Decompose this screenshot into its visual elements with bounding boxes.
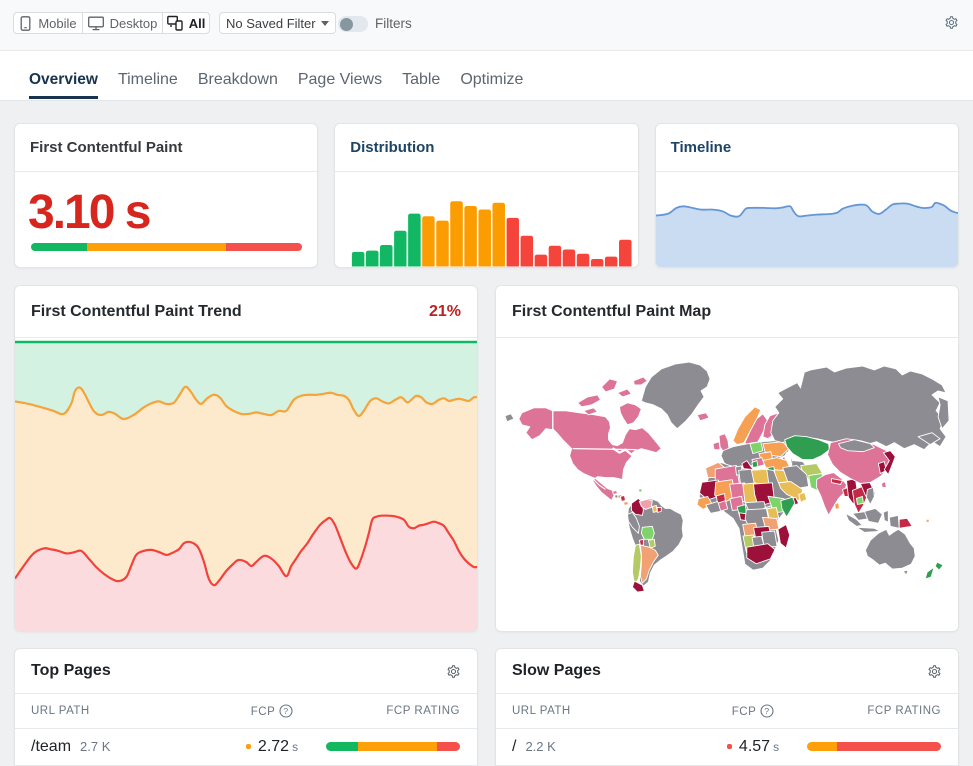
- svg-text:?: ?: [765, 706, 770, 716]
- svg-text:?: ?: [284, 706, 289, 716]
